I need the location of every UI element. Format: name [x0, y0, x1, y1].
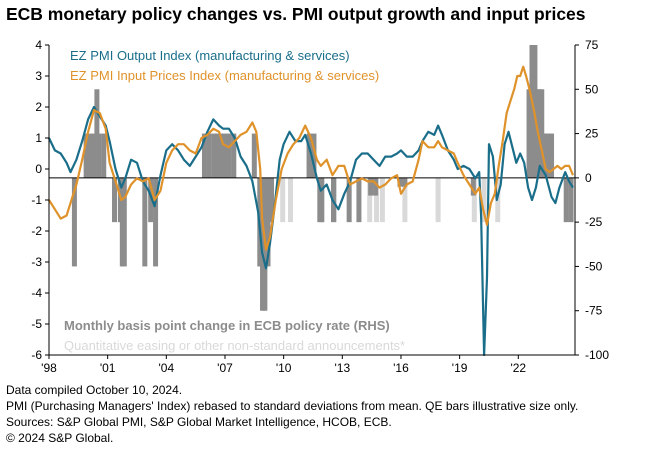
- right-axis-tick-label: -100: [585, 348, 609, 362]
- right-axis: 75 50 25 0 -25 -50 -75 -100: [574, 38, 609, 362]
- policy-rate-bar: [526, 89, 532, 178]
- policy-rate-bar: [529, 45, 535, 178]
- left-axis-tick-label: 0: [35, 162, 42, 176]
- right-axis-tick-label: 0: [585, 171, 592, 185]
- policy-rate-bar: [87, 133, 93, 178]
- policy-rate-bar: [373, 177, 379, 196]
- policy-rate-bar: [206, 133, 212, 178]
- legend-output-label: EZ PMI Output Index (manufacturing & ser…: [70, 48, 350, 63]
- left-axis-tick-label: -3: [31, 255, 42, 269]
- x-axis-tick-label: '04: [159, 361, 175, 375]
- x-axis-tick-label: '01: [100, 361, 116, 375]
- right-axis-tick-label: -25: [585, 215, 603, 229]
- x-axis: '98 '01 '04 '07 '10 '13 '16 '19 '22: [41, 354, 575, 375]
- policy-rate-bar: [534, 89, 540, 178]
- qe-bar: [367, 177, 373, 223]
- policy-rate-bar: [368, 177, 374, 196]
- policy-rate-bar: [549, 133, 555, 178]
- x-axis-tick-label: '16: [393, 361, 409, 375]
- qe-bar: [435, 177, 441, 223]
- left-axis-tick-label: 1: [35, 131, 42, 145]
- policy-rate-bar: [142, 177, 148, 267]
- policy-rate-bar: [568, 177, 574, 223]
- qe-bar: [402, 177, 408, 223]
- left-axis-tick-label: -5: [31, 317, 42, 331]
- x-axis-tick-label: '13: [334, 361, 350, 375]
- qe-bar: [280, 177, 286, 223]
- footnotes: Data compiled October 10, 2024. PMI (Pur…: [6, 382, 578, 446]
- note-copyright: © 2024 S&P Global.: [6, 431, 114, 445]
- legend-input-prices-label: EZ PMI Input Prices Index (manufacturing…: [70, 68, 379, 83]
- policy-rate-bar: [319, 177, 325, 223]
- right-axis-tick-label: 25: [585, 127, 599, 141]
- policy-rate-bar: [563, 177, 569, 223]
- policy-rate-bar: [251, 133, 257, 178]
- policy-rate-bars: [71, 45, 574, 311]
- qe-bar: [287, 177, 293, 223]
- left-axis-tick-label: 3: [35, 69, 42, 83]
- series-line-output: [48, 105, 574, 357]
- policy-rate-bar: [231, 133, 237, 178]
- policy-rate-bar: [269, 177, 275, 223]
- left-axis-tick-label: -1: [31, 193, 42, 207]
- policy-rate-bar: [470, 177, 476, 196]
- right-axis-tick-label: 75: [585, 38, 599, 52]
- policy-rate-bar: [356, 177, 362, 223]
- policy-rate-bar: [546, 133, 552, 178]
- policy-rate-bar: [211, 133, 217, 178]
- policy-rate-bar: [148, 177, 154, 223]
- bar-label-qe: Quantitative easing or other non-standar…: [64, 338, 405, 353]
- left-axis-tick-label: -2: [31, 224, 42, 238]
- left-axis: 4 3 2 1 0 -1 -2 -3 -4 -5 -6: [31, 38, 50, 362]
- policy-rate-bar: [306, 133, 312, 178]
- policy-rate-bar: [218, 133, 224, 178]
- qe-bar: [481, 177, 487, 223]
- qe-bar: [471, 177, 477, 223]
- policy-rate-bar: [101, 133, 107, 178]
- right-axis-tick-label: -50: [585, 259, 603, 273]
- policy-rate-bar: [121, 177, 127, 267]
- left-axis-tick-label: -4: [31, 286, 42, 300]
- left-axis-tick-label: -6: [31, 348, 42, 362]
- policy-rate-bar: [96, 133, 102, 178]
- policy-rate-bar: [221, 133, 227, 178]
- right-axis-tick-label: -75: [585, 304, 603, 318]
- policy-rate-bar: [83, 133, 89, 178]
- qe-bar: [379, 177, 385, 223]
- note-pmi-definition: PMI (Purchasing Managers' Index) rebased…: [6, 399, 579, 413]
- left-axis-tick-label: 2: [35, 100, 42, 114]
- x-axis-tick-label: '07: [217, 361, 233, 375]
- bar-label-policy-rate: Monthly basis point change in ECB policy…: [64, 318, 390, 333]
- policy-rate-bar: [539, 89, 545, 178]
- qe-bars: [260, 177, 501, 223]
- policy-rate-bar: [91, 133, 97, 178]
- policy-rate-bar: [112, 177, 118, 223]
- policy-rate-bar: [153, 177, 159, 267]
- note-data-compiled: Data compiled October 10, 2024.: [6, 383, 183, 397]
- policy-rate-bar: [346, 177, 352, 223]
- policy-rate-bar: [397, 177, 403, 187]
- note-sources: Sources: S&P Global PMI, S&P Global Mark…: [6, 415, 392, 429]
- x-axis-tick-label: '22: [510, 361, 526, 375]
- policy-rate-bar: [226, 133, 232, 178]
- chart-title: ECB monetary policy changes vs. PMI outp…: [6, 4, 586, 24]
- series-line-input-prices: [48, 65, 575, 251]
- series-lines: [48, 65, 575, 357]
- left-axis-tick-label: 4: [35, 38, 42, 52]
- qe-bar: [374, 177, 380, 223]
- policy-rate-bar: [201, 133, 207, 178]
- x-axis-tick-label: '10: [276, 361, 292, 375]
- x-axis-tick-label: '98: [41, 361, 57, 375]
- policy-rate-bar: [402, 177, 408, 187]
- policy-rate-bar: [214, 133, 220, 178]
- policy-rate-bar: [71, 177, 77, 267]
- policy-rate-bar: [311, 133, 317, 178]
- right-axis-tick-label: 50: [585, 82, 599, 96]
- x-axis-tick-label: '19: [452, 361, 468, 375]
- policy-rate-bar: [265, 177, 271, 267]
